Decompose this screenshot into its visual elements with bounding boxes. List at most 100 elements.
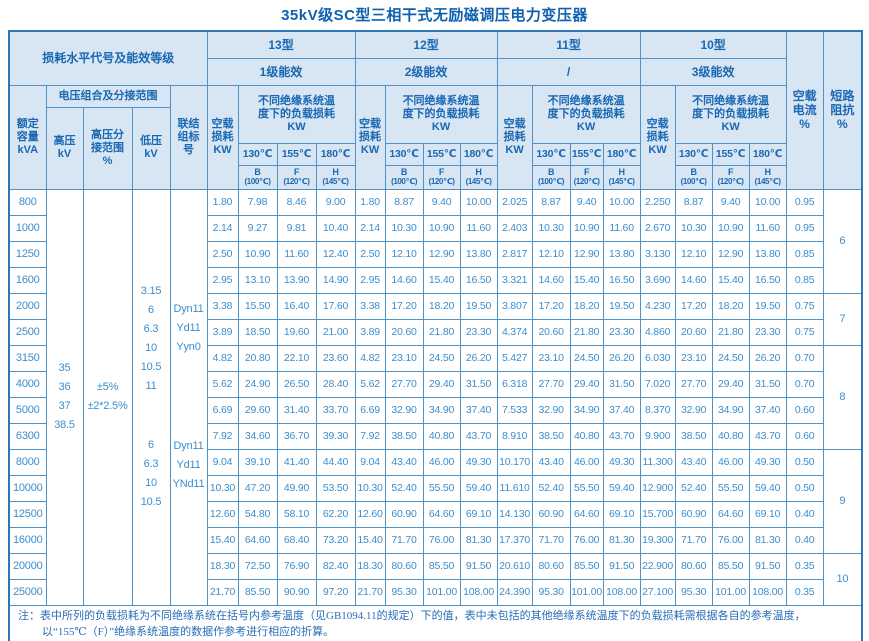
- value-cell: 12.90: [569, 240, 604, 268]
- model-11-header: 11型: [496, 30, 641, 59]
- value-cell: 10.90: [237, 240, 278, 268]
- no-load-current-cell: 0.40: [785, 500, 824, 528]
- value-cell: 3.89: [354, 318, 386, 346]
- value-cell: 32.90: [384, 396, 424, 424]
- value-cell: 22.10: [276, 344, 317, 372]
- value-cell: 71.70: [384, 526, 424, 554]
- efficiency-11-header: /: [496, 57, 641, 86]
- value-cell: 7.92: [206, 422, 239, 450]
- value-cell: 8.87: [531, 188, 571, 216]
- value-cell: 11.300: [639, 448, 676, 476]
- value-cell: 46.00: [422, 448, 461, 476]
- value-cell: 10.30: [384, 214, 424, 242]
- no-load-current-cell: 0.70: [785, 344, 824, 372]
- value-cell: 95.30: [674, 578, 713, 606]
- value-cell: 26.20: [602, 344, 641, 372]
- capacity-header: 额定 容量 kVA: [8, 84, 47, 190]
- no-load-current-cell: 0.75: [785, 318, 824, 346]
- value-cell: 37.40: [602, 396, 641, 424]
- value-cell: 6.69: [354, 396, 386, 424]
- value-cell: 64.60: [237, 526, 278, 554]
- capacity-cell: 16000: [8, 526, 47, 554]
- value-cell: 27.100: [639, 578, 676, 606]
- value-cell: 2.50: [354, 240, 386, 268]
- value-cell: 64.60: [422, 500, 461, 528]
- value-cell: 15.40: [354, 526, 386, 554]
- value-cell: 10.90: [569, 214, 604, 242]
- capacity-cell: 5000: [8, 396, 47, 424]
- value-cell: 46.00: [569, 448, 604, 476]
- value-cell: 10.00: [602, 188, 641, 216]
- no-load-current-cell: 0.50: [785, 448, 824, 476]
- value-cell: 8.87: [384, 188, 424, 216]
- value-cell: 69.10: [748, 500, 787, 528]
- value-cell: 76.90: [276, 552, 317, 580]
- value-cell: 34.90: [569, 396, 604, 424]
- class-F-header-12: F (120℃): [422, 164, 461, 190]
- temp-180-header-10: 180℃: [748, 142, 787, 166]
- value-cell: 58.10: [276, 500, 317, 528]
- value-cell: 101.00: [711, 578, 750, 606]
- value-cell: 72.50: [237, 552, 278, 580]
- value-cell: 19.50: [459, 292, 498, 320]
- value-cell: 91.50: [602, 552, 641, 580]
- value-cell: 6.318: [496, 370, 533, 398]
- table-row: 2500 3.89 18.50 19.60 21.00 3.89 20.60 21.80 23.…: [8, 318, 862, 346]
- efficiency-12-header: 2级能效: [354, 57, 498, 86]
- capacity-cell: 25000: [8, 578, 47, 606]
- value-cell: 18.20: [422, 292, 461, 320]
- value-cell: 15.700: [639, 500, 676, 528]
- value-cell: 10.00: [748, 188, 787, 216]
- value-cell: 38.50: [384, 422, 424, 450]
- value-cell: 9.81: [276, 214, 317, 242]
- value-cell: 21.70: [354, 578, 386, 606]
- no-load-current-cell: 0.35: [785, 552, 824, 580]
- value-cell: 54.80: [237, 500, 278, 528]
- impedance-cell: 7: [822, 292, 863, 346]
- value-cell: 31.50: [602, 370, 641, 398]
- value-cell: 43.70: [748, 422, 787, 450]
- impedance-cell: 8: [822, 344, 863, 450]
- value-cell: 10.170: [496, 448, 533, 476]
- value-cell: 8.46: [276, 188, 317, 216]
- value-cell: 15.40: [569, 266, 604, 294]
- value-cell: 91.50: [459, 552, 498, 580]
- value-cell: 21.80: [422, 318, 461, 346]
- note-text: 表中所列的负载损耗为不同绝缘系统在括号内参考温度（见GB1094.11的规定）下…: [40, 609, 806, 638]
- value-cell: 53.50: [315, 474, 356, 502]
- value-cell: 4.230: [639, 292, 676, 320]
- no-load-current-cell: 0.95: [785, 188, 824, 216]
- value-cell: 4.860: [639, 318, 676, 346]
- value-cell: 108.00: [459, 578, 498, 606]
- value-cell: 8.370: [639, 396, 676, 424]
- temp-155-header-10: 155℃: [711, 142, 750, 166]
- value-cell: 13.10: [237, 266, 278, 294]
- value-cell: 20.80: [237, 344, 278, 372]
- load-loss-header-10: 不同绝缘系统温 度下的负载损耗 KW: [674, 84, 787, 144]
- temp-130-header-13: 130℃: [237, 142, 278, 166]
- class-B-header-13: B (100℃): [237, 164, 278, 190]
- value-cell: 12.60: [354, 500, 386, 528]
- value-cell: 10.30: [354, 474, 386, 502]
- value-cell: 64.60: [711, 500, 750, 528]
- value-cell: 2.403: [496, 214, 533, 242]
- value-cell: 55.50: [711, 474, 750, 502]
- value-cell: 17.370: [496, 526, 533, 554]
- no-load-current-cell: 0.60: [785, 396, 824, 424]
- load-loss-header-13: 不同绝缘系统温 度下的负载损耗 KW: [237, 84, 356, 144]
- value-cell: 43.70: [602, 422, 641, 450]
- value-cell: 69.10: [602, 500, 641, 528]
- class-B-header-11: B (100℃): [531, 164, 571, 190]
- value-cell: 15.50: [237, 292, 278, 320]
- impedance-cell: 9: [822, 448, 863, 554]
- temp-180-header-12: 180℃: [459, 142, 498, 166]
- loss-level-header: 损耗水平代号及能效等级: [8, 30, 208, 86]
- value-cell: 49.30: [459, 448, 498, 476]
- impedance-header: 短路 阻抗 %: [822, 30, 863, 190]
- temp-155-header-11: 155℃: [569, 142, 604, 166]
- value-cell: 23.10: [531, 344, 571, 372]
- value-cell: 16.50: [748, 266, 787, 294]
- table-row: 20000 18.30 72.50 76.90 82.40 18.30 80.60 85.50…: [8, 552, 863, 606]
- table-row: 1600 2.95 13.10 13.90 14.90 2.95 14.60 15.40 16.…: [8, 266, 862, 294]
- value-cell: 13.90: [276, 266, 317, 294]
